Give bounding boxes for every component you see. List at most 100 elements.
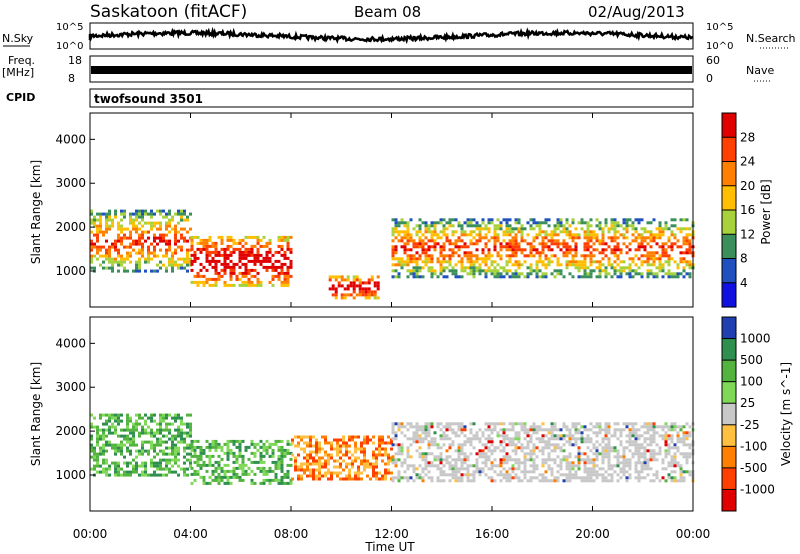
heatmap-cell — [571, 434, 575, 438]
heatmap-cell — [517, 458, 521, 462]
heatmap-cell — [451, 248, 455, 252]
heatmap-cell — [226, 469, 230, 473]
heatmap-cell — [586, 224, 590, 228]
heatmap-cell — [138, 452, 141, 456]
heatmap-cell — [226, 439, 230, 443]
heatmap-cell — [532, 449, 536, 453]
heatmap-cell — [508, 422, 512, 426]
heatmap-cell — [165, 434, 168, 438]
heatmap-cell — [262, 445, 266, 449]
heatmap-cell — [117, 470, 120, 474]
heatmap-cell — [673, 428, 677, 432]
heatmap-cell — [400, 230, 404, 234]
heatmap-cell — [499, 473, 503, 477]
heatmap-cell — [631, 431, 635, 435]
heatmap-cell — [661, 467, 665, 471]
heatmap-cell — [493, 479, 497, 483]
heatmap-cell — [622, 266, 626, 270]
heatmap-cell — [460, 431, 464, 435]
heatmap-cell — [226, 442, 230, 446]
heatmap-cell — [297, 453, 300, 457]
heatmap-cell — [550, 467, 554, 471]
heatmap-cell — [202, 481, 206, 485]
heatmap-cell — [117, 467, 120, 471]
heatmap-cell — [571, 254, 575, 258]
heatmap-cell — [363, 447, 366, 451]
heatmap-cell — [511, 443, 515, 447]
heatmap-cell — [535, 266, 539, 270]
heatmap-cell — [652, 428, 656, 432]
heatmap-cell — [481, 260, 485, 264]
heatmap-cell — [153, 473, 156, 477]
heatmap-cell — [472, 272, 476, 276]
heatmap-cell — [283, 256, 287, 260]
heatmap-cell — [439, 260, 443, 264]
heatmap-cell — [214, 271, 218, 275]
heatmap-cell — [622, 218, 626, 222]
heatmap-cell — [442, 233, 446, 237]
heatmap-cell — [541, 437, 545, 441]
heatmap-cell — [108, 248, 111, 252]
heatmap-cell — [147, 221, 150, 225]
heatmap-cell — [156, 263, 159, 267]
heatmap-cell — [529, 425, 533, 429]
heatmap-cell — [415, 467, 419, 471]
heatmap-cell — [610, 446, 614, 450]
heatmap-cell — [511, 470, 515, 474]
heatmap-cell — [556, 218, 560, 222]
heatmap-cell — [598, 224, 602, 228]
heatmap-cell — [348, 444, 351, 448]
heatmap-cell — [277, 478, 281, 482]
heatmap-cell — [661, 263, 665, 267]
heatmap-cell — [619, 248, 623, 252]
heatmap-cell — [511, 428, 515, 432]
heatmap-cell — [351, 453, 354, 457]
heatmap-cell — [226, 247, 230, 251]
heatmap-cell — [135, 443, 138, 447]
heatmap-cell — [520, 251, 524, 255]
heatmap-cell — [643, 455, 647, 459]
heatmap-cell — [123, 209, 126, 213]
heatmap-cell — [144, 209, 147, 213]
colorbar-swatch — [722, 185, 736, 211]
heatmap-cell — [664, 437, 668, 441]
heatmap-cell — [126, 434, 129, 438]
heatmap-cell — [448, 464, 452, 468]
heatmap-cell — [688, 434, 692, 438]
heatmap-cell — [183, 431, 186, 435]
heatmap-cell — [652, 251, 656, 255]
heatmap-cell — [171, 218, 174, 222]
heatmap-cell — [180, 212, 183, 216]
heatmap-cell — [508, 440, 512, 444]
heatmap-cell — [283, 283, 287, 287]
heatmap-cell — [460, 260, 464, 264]
heatmap-cell — [391, 218, 395, 222]
heatmap-cell — [445, 461, 449, 465]
heatmap-cell — [199, 262, 203, 266]
heatmap-cell — [229, 469, 233, 473]
colorbar-frame — [721, 316, 737, 512]
heatmap-cell — [424, 422, 428, 426]
heatmap-cell — [688, 455, 692, 459]
freq-left-tick-bottom: 8 — [68, 72, 75, 85]
heatmap-cell — [265, 451, 269, 455]
heatmap-cell — [646, 221, 650, 225]
heatmap-cell — [496, 464, 500, 468]
heatmap-cell — [538, 479, 542, 483]
heatmap-cell — [463, 233, 467, 237]
heatmap-cell — [372, 435, 375, 439]
heatmap-cell — [658, 236, 662, 240]
heatmap-cell — [397, 239, 401, 243]
heatmap-cell — [568, 428, 572, 432]
heatmap-cell — [132, 227, 135, 231]
heatmap-cell — [457, 443, 461, 447]
heatmap-cell — [138, 422, 141, 426]
heatmap-cell — [580, 431, 584, 435]
heatmap-cell — [303, 447, 306, 451]
heatmap-cell — [102, 212, 105, 216]
heatmap-cell — [634, 431, 638, 435]
heatmap-cell — [592, 446, 596, 450]
heatmap-cell — [466, 221, 470, 225]
heatmap-cell — [541, 422, 545, 426]
heatmap-cell — [366, 465, 369, 469]
